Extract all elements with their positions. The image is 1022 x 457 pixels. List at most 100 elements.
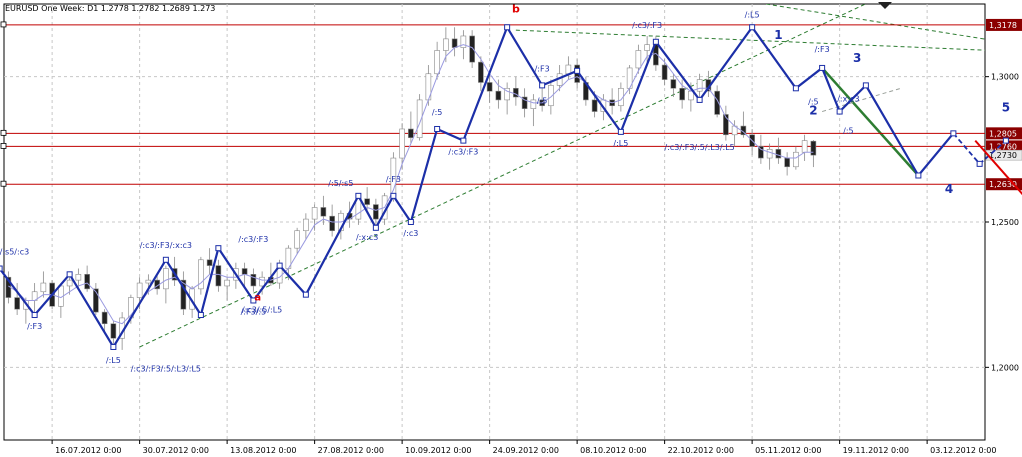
zigzag-node	[696, 96, 703, 103]
zigzag-node	[0, 265, 3, 272]
candle-body	[460, 35, 467, 48]
candle-body	[294, 230, 300, 249]
wave-annotation: 5	[1002, 101, 1010, 115]
zigzag-node	[460, 137, 467, 144]
wave-annotation: a	[254, 292, 261, 303]
candle-body	[766, 149, 773, 159]
current-price-label: 1,2730	[989, 151, 1017, 160]
wave-label: /:F3/:5	[241, 307, 267, 316]
axes: 1,2000 1,2500 1,3000 16.07.2012 0:00 30.07.2…	[51, 73, 1019, 455]
x-tick-label: 05.11.2012 0:00	[755, 446, 821, 455]
scroll-triangle-icon[interactable]	[878, 2, 892, 9]
wave-label: /:5	[537, 96, 547, 105]
zigzag-node	[862, 82, 869, 89]
wave-label: /:c3/:F3	[238, 235, 268, 244]
wave-label: /:c3	[403, 229, 418, 238]
candle-body	[591, 99, 598, 112]
zigzag-node	[652, 38, 659, 45]
wave-label: /:5	[808, 97, 818, 106]
level-handle	[0, 21, 7, 28]
candle-body	[714, 90, 720, 115]
annotations: b a 1 2 3 4 5	[254, 3, 1010, 304]
candle-body	[66, 279, 73, 287]
candle-body	[84, 274, 90, 290]
zigzag-node	[792, 85, 799, 92]
wave-label: /:x:c3	[356, 233, 378, 242]
candle-body	[793, 151, 799, 168]
zigzag-node	[31, 312, 38, 319]
candle-body	[495, 90, 502, 101]
candle-body	[259, 276, 265, 287]
level-badge	[986, 18, 1022, 31]
candle-body	[215, 265, 222, 287]
level-badge-label: 1,2630	[989, 180, 1017, 189]
candle-body	[504, 87, 510, 101]
candle-body	[758, 146, 764, 159]
wave-label: /:c3/:F3/:x:c3	[140, 241, 192, 250]
candle-body	[75, 274, 82, 281]
level-badge	[986, 127, 1022, 140]
wave-annotation: b	[512, 3, 520, 16]
zigzag-node	[950, 130, 957, 137]
candle-body	[40, 282, 47, 293]
wave-label: /:F3	[386, 175, 401, 184]
zigzag-node	[434, 125, 441, 132]
x-tick-label: 22.10.2012 0:00	[668, 446, 734, 455]
candle-body	[14, 297, 20, 310]
zigzag-node	[162, 256, 169, 263]
candle-body	[486, 82, 493, 92]
candle-body	[451, 38, 458, 48]
x-tick-label: 13.08.2012 0:00	[230, 446, 296, 455]
zigzag-node	[1002, 137, 1009, 144]
trend-line	[821, 67, 920, 177]
candle-body	[696, 79, 703, 92]
candle-body	[136, 282, 143, 298]
x-tick-label: 27.08.2012 0:00	[318, 446, 384, 455]
arrow-shaft	[974, 139, 1022, 196]
price-levels: 1,3178 1,2805 1,2760 1,2630 1,2730	[0, 18, 1022, 191]
wave-label: /:c3/:F3	[632, 21, 662, 30]
candle-body	[320, 207, 327, 217]
zigzag-node	[574, 67, 581, 74]
zigzag-node	[250, 297, 257, 304]
wave-annotation: 4	[945, 182, 953, 196]
candle-body	[329, 215, 335, 232]
candle-body	[469, 35, 475, 63]
zigzag-node	[372, 224, 379, 231]
x-tick-label: 30.07.2012 0:00	[143, 446, 209, 455]
x-tick-label: 10.09.2012 0:00	[405, 446, 471, 455]
candle-body	[408, 128, 414, 139]
candle-body	[670, 79, 677, 89]
forecast-arrow	[974, 139, 1022, 196]
zigzag-node	[66, 271, 73, 278]
zigzag	[0, 24, 1009, 350]
zigzag-node	[276, 262, 283, 269]
candle-body	[434, 50, 440, 75]
y-tick-label: 1,2500	[991, 218, 1019, 227]
level-handle	[0, 180, 7, 187]
candle-body	[364, 198, 370, 205]
wave-annotation: 1	[774, 28, 782, 42]
candle-body	[206, 259, 213, 266]
wave-label: /:L5	[613, 139, 628, 148]
level-badge	[986, 178, 1022, 191]
candle-body	[110, 323, 117, 339]
zigzag-node	[504, 24, 511, 31]
wave-label: /:5	[432, 108, 442, 117]
candle-body	[93, 288, 99, 313]
candle-body	[198, 259, 204, 290]
y-tick-label: 1,2000	[991, 363, 1019, 372]
zigzag-node	[836, 108, 843, 115]
candle-body	[521, 96, 528, 109]
level-badge-label: 1,2760	[989, 142, 1017, 151]
zigzag-node	[407, 219, 414, 225]
wave-label: /:5/:s5	[328, 179, 353, 188]
wave-label: /:F3	[535, 64, 550, 73]
candle-body	[661, 64, 668, 80]
candle-body	[478, 61, 484, 83]
candle-body	[565, 64, 572, 75]
zigzag-node	[110, 343, 117, 350]
candle-body	[443, 38, 449, 51]
x-tick-label: 24.09.2012 0:00	[493, 446, 559, 455]
candle-body	[303, 218, 309, 232]
